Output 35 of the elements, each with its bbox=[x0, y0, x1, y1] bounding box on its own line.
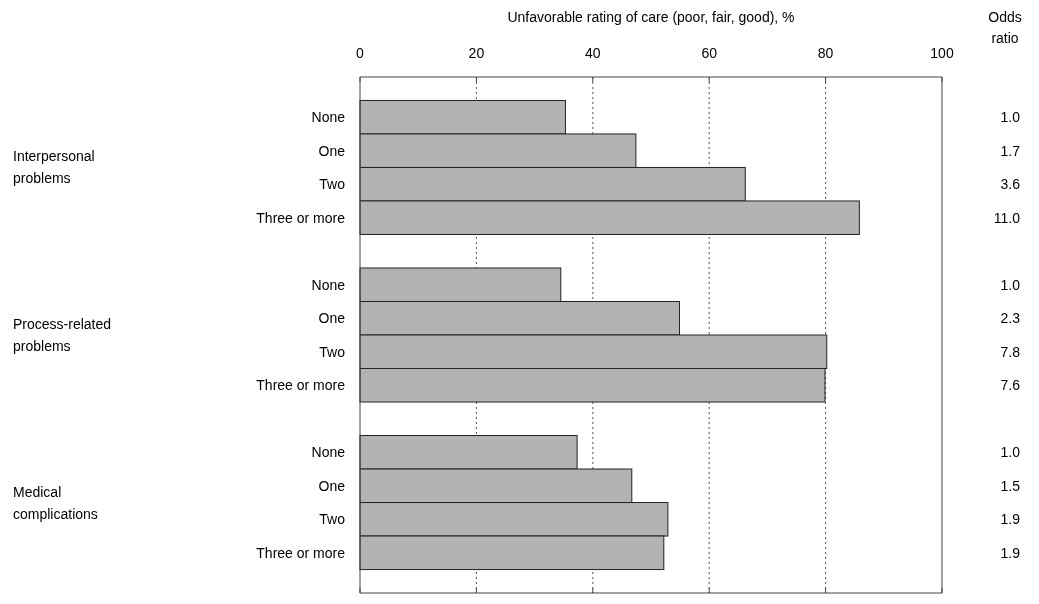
text: 3.6 bbox=[1000, 176, 1021, 193]
text: 7.6 bbox=[1000, 377, 1021, 394]
text: Medical complications bbox=[13, 483, 98, 522]
text: 1.7 bbox=[1000, 142, 1021, 159]
y-tick-label: One bbox=[318, 310, 346, 327]
text: Interpersonal problems bbox=[13, 148, 95, 187]
text: 2.3 bbox=[1000, 310, 1021, 327]
y-tick-label: Three or more bbox=[256, 377, 346, 394]
text: 1.0 bbox=[1000, 444, 1021, 461]
text: 1.9 bbox=[1000, 544, 1021, 561]
y-tick-label: One bbox=[318, 477, 346, 494]
x-tick-label: 0 bbox=[356, 45, 365, 61]
text: 1.9 bbox=[1000, 511, 1021, 528]
y-tick-label: Two bbox=[319, 176, 346, 193]
text: 1.0 bbox=[1000, 109, 1021, 126]
text: 7.8 bbox=[1000, 343, 1021, 360]
y-tick-label: Three or more bbox=[256, 544, 346, 561]
x-tick-label: 20 bbox=[468, 45, 485, 61]
text: Process-related problems bbox=[13, 316, 112, 354]
x-tick-label: 60 bbox=[701, 45, 718, 61]
x-tick-label: 40 bbox=[585, 45, 601, 61]
y-tick-label: Two bbox=[319, 511, 346, 528]
text: 1.5 bbox=[1000, 477, 1021, 494]
text: 11.0 bbox=[993, 209, 1021, 226]
y-tick-label: None bbox=[311, 444, 346, 461]
x-axis-title: Unfavorable rating of care (poor, fair, good), % bbox=[507, 9, 795, 25]
y-tick-label: Two bbox=[319, 343, 346, 360]
y-tick-label: Three or more bbox=[256, 209, 346, 226]
x-tick-label: 100 bbox=[930, 45, 954, 61]
text: 1.0 bbox=[1000, 276, 1021, 293]
y-tick-label: None bbox=[311, 109, 346, 126]
x-tick-label: 80 bbox=[817, 45, 834, 61]
text: Odds ratio bbox=[988, 9, 1022, 46]
y-tick-label: None bbox=[311, 276, 346, 293]
y-tick-label: One bbox=[318, 142, 346, 159]
